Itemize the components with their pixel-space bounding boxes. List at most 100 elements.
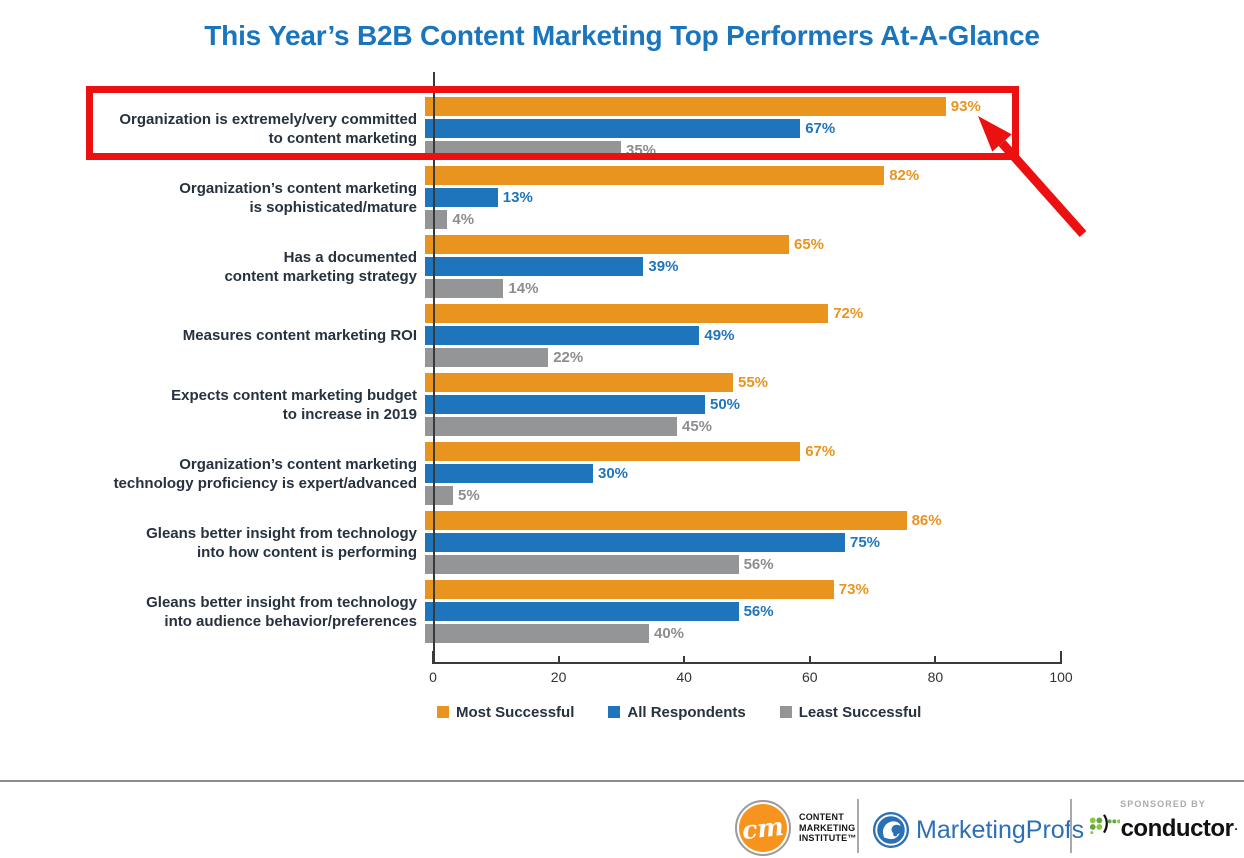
bar-all-respondents [425,119,801,138]
category-label: Organization’s content marketing is soph… [179,179,417,216]
bar-line: 22% [425,348,863,367]
value-label: 35% [626,142,657,159]
bar-group: 65% 39% 14% [425,235,824,298]
legend-swatch [608,706,621,718]
bar-line: 49% [425,326,863,345]
legend-swatch [779,706,792,718]
bar-most-successful [425,580,834,599]
cmi-line-2: MARKETING [799,822,856,833]
legend: Most Successful All Respondents Least Succ… [437,704,921,721]
x-axis-tick-label: 80 [927,669,944,685]
legend-item-all-respondents: All Respondents [608,704,746,721]
x-axis-tick [808,656,811,664]
chart-row: Has a documented content marketing strat… [0,235,1244,298]
sponsored-by-label: SPONSORED BY [1120,799,1206,809]
bar-least-successful [425,141,621,160]
bar-group: 82% 13% 4% [425,166,919,229]
y-axis-line [433,72,435,664]
bar-line: 4% [425,210,919,229]
chart-row: Expects content marketing budget to incr… [0,373,1244,436]
value-label: 67% [805,443,836,460]
x-axis-tick-label: 20 [550,669,567,685]
bar-most-successful [425,511,907,530]
value-label: 75% [850,534,881,551]
bar-all-respondents [425,395,705,414]
chart-row: Gleans better insight from technology in… [0,580,1244,643]
bar-line: 55% [425,373,768,392]
bar-least-successful [425,210,448,229]
marketingprofs-wordmark: MarketingProfs [916,815,1085,844]
cmi-logo-icon: cm [735,800,791,856]
bar-all-respondents [425,464,593,483]
chart-row: Organization is extremely/very committed… [0,97,1244,160]
category-label: Gleans better insight from technology in… [146,524,417,561]
category-label: Organization’s content marketing technol… [113,455,417,492]
chart-row: Organization’s content marketing technol… [0,442,1244,505]
bar-most-successful [425,442,801,461]
cmi-wordmark: CONTENT MARKETING INSTITUTE™ [799,812,857,844]
category-label: Measures content marketing ROI [182,327,417,344]
bar-most-successful [425,97,946,116]
legend-swatch [437,706,449,718]
bar-line: 35% [425,141,981,160]
value-label: 5% [458,487,480,504]
value-label: 40% [654,625,685,642]
value-label: 13% [502,189,533,206]
chart-row: Measures content marketing ROI 72% 49% 22% [0,304,1244,367]
chart-row: Gleans better insight from technology in… [0,511,1244,574]
bar-least-successful [425,417,677,436]
bar-group: 67% 30% 5% [425,442,835,505]
value-label: 73% [838,581,869,598]
value-label: 50% [710,396,741,413]
bar-line: 14% [425,279,824,298]
value-label: 30% [598,465,629,482]
bar-most-successful [425,373,733,392]
bar-all-respondents [425,533,845,552]
bar-line: 56% [425,555,942,574]
category-label: Has a documented content marketing strat… [224,248,417,285]
value-label: 93% [950,98,981,115]
legend-label: All Respondents [627,704,746,721]
bar-least-successful [425,624,649,643]
bar-group: 55% 50% 45% [425,373,768,436]
bar-line: 30% [425,464,835,483]
conductor-trademark: · [1234,822,1239,836]
legend-item-most-successful: Most Successful [437,704,574,721]
conductor-wordmark: conductor [1120,815,1234,842]
category-label: Expects content marketing budget to incr… [171,386,417,423]
bar-line: 67% [425,442,835,461]
bar-line: 39% [425,257,824,276]
footer-divider-2 [1070,799,1072,853]
value-label: 55% [738,374,769,391]
x-axis-tick-label: 40 [676,669,692,685]
x-axis-tick [1060,651,1062,664]
value-label: 39% [648,258,679,275]
bar-most-successful [425,166,885,185]
value-label: 14% [508,280,539,297]
legend-item-least-successful: Least Successful [779,704,922,721]
bar-least-successful [425,279,504,298]
bar-most-successful [425,235,789,254]
bar-all-respondents [425,602,739,621]
bar-line: 73% [425,580,869,599]
x-axis-tick [432,651,434,664]
cmi-monogram: cm [740,811,786,845]
category-label: Organization is extremely/very committed… [119,110,417,147]
conductor-dots-icon [1089,814,1120,835]
bar-all-respondents [425,188,498,207]
value-label: 65% [794,236,825,253]
value-label: 67% [805,120,836,137]
x-axis-tick-label: 60 [802,669,818,685]
bar-rows: Organization is extremely/very committed… [0,97,1244,649]
value-label: 56% [743,603,774,620]
legend-label: Least Successful [798,704,922,721]
conductor-logo: SPONSORED BY conductor · [1086,799,1240,842]
value-label: 82% [889,167,920,184]
bar-all-respondents [425,326,700,345]
value-label: 4% [452,211,475,228]
value-label: 49% [704,327,735,344]
footer-divider-1 [857,799,859,853]
bar-group: 93% 67% 35% [425,97,981,160]
value-label: 45% [682,418,713,435]
